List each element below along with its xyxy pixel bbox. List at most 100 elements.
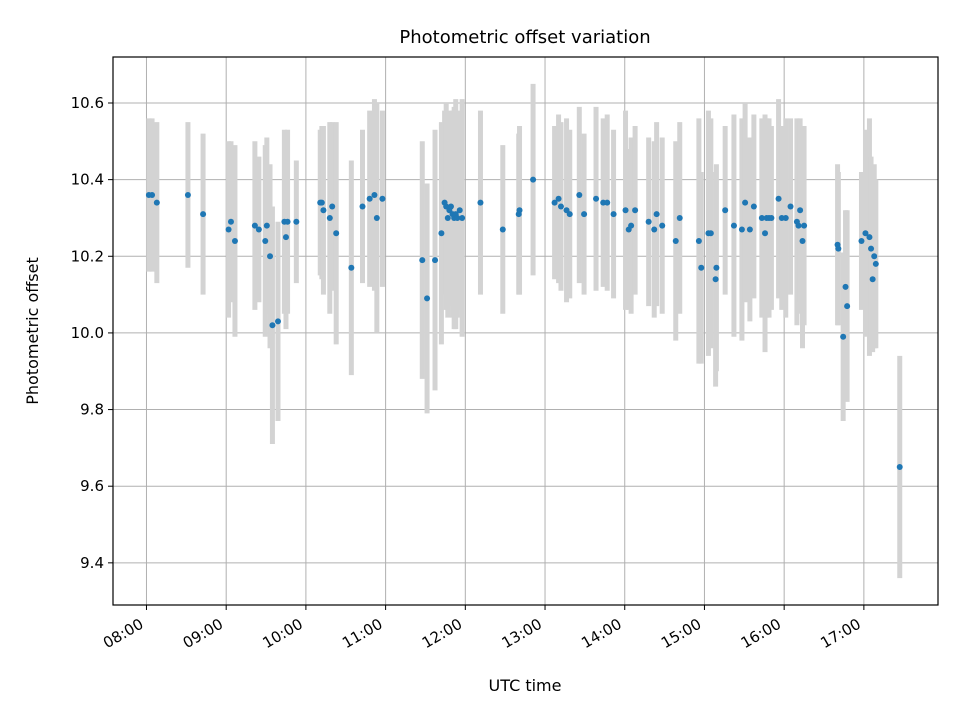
- data-point: [622, 207, 629, 214]
- data-point: [746, 226, 753, 233]
- data-point: [795, 222, 802, 229]
- data-point: [645, 218, 652, 225]
- data-point: [530, 176, 537, 183]
- y-tick-label: 9.6: [80, 477, 104, 495]
- data-point: [866, 234, 873, 241]
- data-point: [775, 195, 782, 202]
- data-point: [379, 195, 386, 202]
- data-point: [153, 199, 160, 206]
- data-point: [676, 214, 683, 221]
- data-point: [275, 318, 281, 325]
- data-point: [551, 199, 558, 206]
- data-point: [840, 333, 847, 340]
- y-tick-label: 9.8: [80, 401, 104, 419]
- data-point: [712, 276, 719, 283]
- data-point: [758, 214, 765, 221]
- y-tick-label: 10.0: [71, 324, 104, 342]
- data-point: [477, 199, 484, 206]
- data-point: [251, 222, 258, 229]
- data-point: [447, 203, 454, 210]
- data-point: [695, 237, 702, 244]
- data-point: [225, 226, 232, 233]
- data-point: [628, 222, 635, 229]
- y-tick-label: 10.6: [71, 94, 104, 112]
- data-point: [555, 195, 562, 202]
- data-point: [366, 195, 373, 202]
- data-point: [516, 207, 523, 214]
- data-point: [576, 191, 583, 198]
- y-tick-label: 10.2: [71, 247, 104, 265]
- data-point: [801, 222, 808, 229]
- data-point: [459, 214, 466, 221]
- data-point: [456, 207, 463, 214]
- data-point: [707, 230, 714, 237]
- data-point: [282, 234, 289, 241]
- y-axis: 9.4 9.6 9.8 10.0 10.2 10.4 10.6: [71, 94, 113, 572]
- data-point: [799, 237, 806, 244]
- data-point: [835, 245, 842, 252]
- data-point: [604, 199, 611, 206]
- data-point: [738, 226, 745, 233]
- data-point: [444, 214, 451, 221]
- data-point: [424, 295, 431, 302]
- data-point: [844, 303, 851, 310]
- data-point: [231, 237, 238, 244]
- data-point: [293, 218, 300, 225]
- data-point: [872, 260, 879, 267]
- data-point: [438, 230, 445, 237]
- data-point: [787, 203, 794, 210]
- data-point: [566, 211, 573, 218]
- data-point: [768, 214, 775, 221]
- data-point: [499, 226, 506, 233]
- data-point: [868, 245, 875, 252]
- data-point: [373, 214, 380, 221]
- data-point: [871, 253, 878, 260]
- data-point: [255, 226, 262, 233]
- data-point: [896, 464, 903, 471]
- data-point: [610, 211, 617, 218]
- y-axis-title: Photometric offset: [23, 257, 42, 405]
- data-point: [320, 207, 327, 214]
- data-point: [651, 226, 658, 233]
- data-point: [557, 203, 564, 210]
- y-tick-label: 9.4: [80, 554, 104, 572]
- data-point: [782, 214, 789, 221]
- data-point: [750, 203, 757, 210]
- data-point: [432, 257, 439, 264]
- data-point: [454, 214, 461, 221]
- data-point: [713, 264, 720, 271]
- data-point: [348, 264, 355, 271]
- data-point: [653, 211, 660, 218]
- data-point: [581, 211, 588, 218]
- data-point: [869, 276, 876, 283]
- data-point: [284, 218, 291, 225]
- data-point: [184, 191, 191, 198]
- data-point: [149, 191, 156, 198]
- data-points: [145, 176, 903, 471]
- chart-title: Photometric offset variation: [399, 27, 650, 48]
- data-point: [659, 222, 666, 229]
- data-point: [632, 207, 639, 214]
- data-point: [862, 230, 869, 237]
- data-point: [698, 264, 705, 271]
- data-point: [722, 207, 729, 214]
- data-point: [267, 253, 274, 260]
- data-point: [730, 222, 737, 229]
- data-point: [672, 237, 679, 244]
- x-axis-title: UTC time: [489, 676, 562, 695]
- data-point: [593, 195, 600, 202]
- data-point: [762, 230, 769, 237]
- data-point: [371, 191, 378, 198]
- data-point: [227, 218, 234, 225]
- data-point: [200, 211, 207, 218]
- data-point: [318, 199, 325, 206]
- plot-frame: [112, 56, 939, 606]
- data-point: [263, 222, 270, 229]
- data-point: [858, 237, 865, 244]
- data-point: [742, 199, 749, 206]
- data-point: [359, 203, 366, 210]
- data-point: [419, 257, 426, 264]
- data-point: [262, 237, 269, 244]
